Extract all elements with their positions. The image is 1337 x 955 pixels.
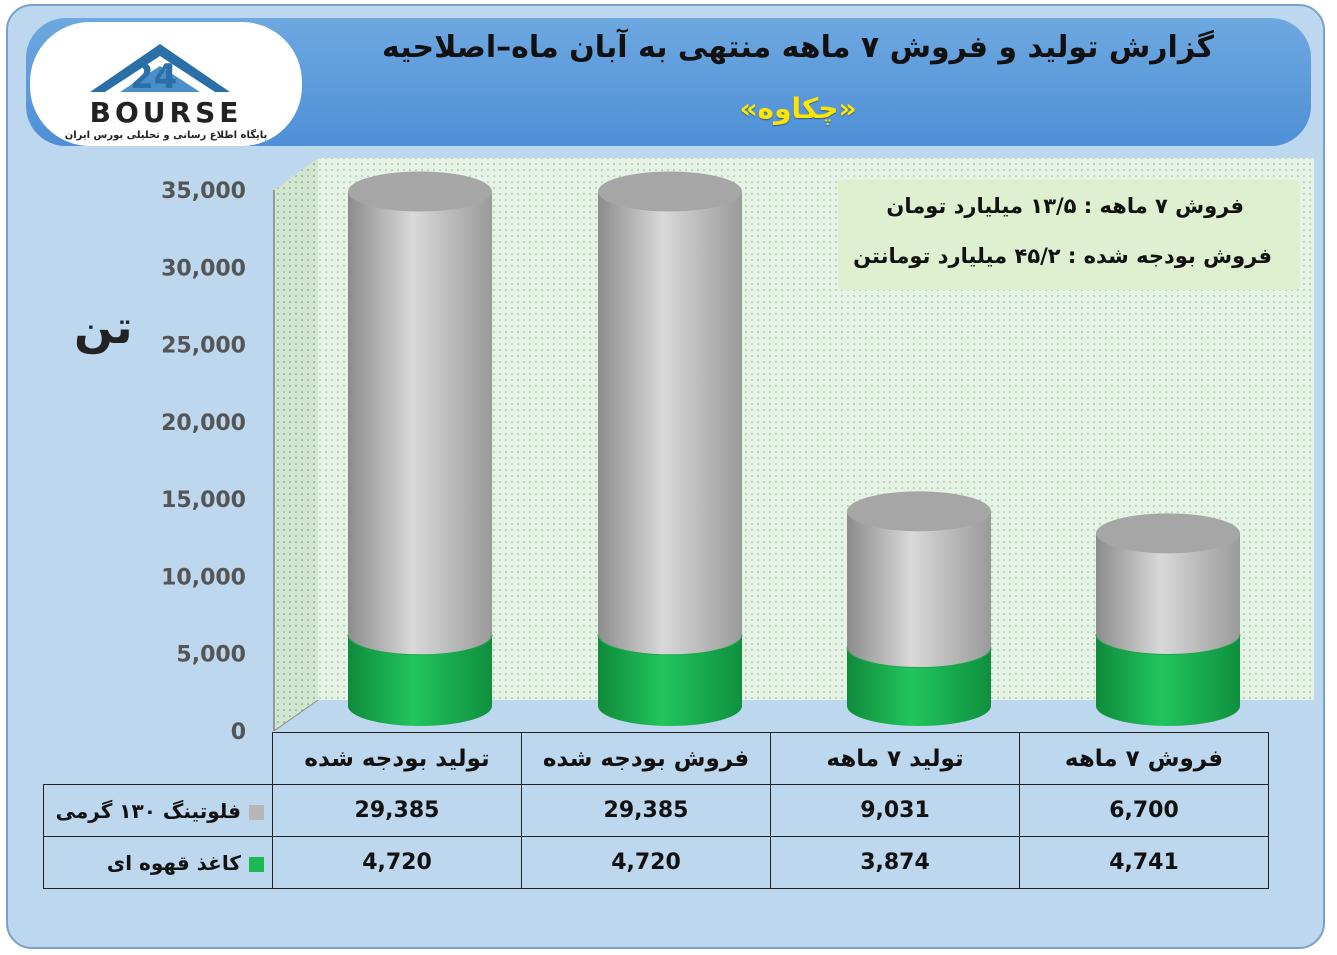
legend-entry-series1: فلوتینگ ۱۳۰ گرمی xyxy=(43,784,273,837)
legend-swatch-gray xyxy=(249,804,264,820)
data-table: تولید بودجه شده فروش بودجه شده تولید ۷ م… xyxy=(43,732,1269,889)
table-header-cell: تولید بودجه شده xyxy=(272,732,522,785)
y-tick-label: 10,000 xyxy=(161,565,246,590)
bar-series1-body xyxy=(598,191,742,655)
table-cell: 29,385 xyxy=(521,784,771,837)
table-header-cell: فروش بودجه شده xyxy=(521,732,771,785)
bar-series1-cap xyxy=(348,171,492,212)
bar-series2-body xyxy=(1096,634,1240,726)
bar-series1 xyxy=(847,491,991,668)
bar-series2-body xyxy=(348,634,492,726)
plot-side-wall xyxy=(274,158,318,731)
logo-tagline: پایگاه اطلاع رسانی و تحلیلی بورس ایران xyxy=(65,128,268,141)
bar-seam xyxy=(597,634,743,656)
y-tick-label: 15,000 xyxy=(161,488,246,513)
bar-series1-cap xyxy=(598,171,742,212)
y-tick-label: 0 xyxy=(231,720,246,745)
table-cell: 4,720 xyxy=(272,836,522,889)
bar-series2-body xyxy=(598,634,742,726)
bar-seam xyxy=(347,634,493,656)
bar-series1-body xyxy=(847,511,991,668)
bar-series1-cap xyxy=(1096,513,1240,554)
chart-title: گزارش تولید و فروش ۷ ماهه منتهی به آبان … xyxy=(382,30,1214,65)
bar-series1 xyxy=(598,171,742,655)
legend-swatch-green xyxy=(249,856,264,872)
y-tick-label: 5,000 xyxy=(176,643,246,668)
bar-series1 xyxy=(1096,513,1240,655)
legend-label: فلوتینگ ۱۳۰ گرمی xyxy=(55,798,241,823)
chart-subtitle: «چکاوه» xyxy=(739,92,857,125)
table-header-row: تولید بودجه شده فروش بودجه شده تولید ۷ م… xyxy=(44,732,1269,785)
table-row: کاغذ قهوه ای 4,720 4,720 3,874 4,741 xyxy=(43,836,1269,889)
table-cell: 29,385 xyxy=(272,784,522,837)
bars xyxy=(347,171,1241,726)
logo: 24 BOURSE پایگاه اطلاع رسانی و تحلیلی بو… xyxy=(30,22,302,146)
bar-series1-body xyxy=(1096,533,1240,655)
table-cell: 4,741 xyxy=(1019,836,1269,889)
info-line-sales: فروش ۷ ماهه : ۱۳/۵ میلیارد تومان xyxy=(886,194,1244,218)
legend-label: کاغذ قهوه ای xyxy=(106,850,241,875)
table-cell: 9,031 xyxy=(770,784,1020,837)
bar-series1 xyxy=(348,171,492,655)
logo-number: 24 xyxy=(130,57,177,97)
info-box: فروش ۷ ماهه : ۱۳/۵ میلیارد تومان فروش بو… xyxy=(838,180,1300,290)
y-tick-label: 25,000 xyxy=(161,334,246,359)
bourse-logo-icon: 24 BOURSE پایگاه اطلاع رسانی و تحلیلی بو… xyxy=(65,44,268,141)
legend-entry-series2: کاغذ قهوه ای xyxy=(43,836,273,889)
table-row: فلوتینگ ۱۳۰ گرمی 29,385 29,385 9,031 6,7… xyxy=(43,784,1269,837)
table-header-cell: تولید ۷ ماهه xyxy=(770,732,1020,785)
bar-series1-cap xyxy=(847,491,991,532)
table-header-cell: فروش ۷ ماهه xyxy=(1019,732,1269,785)
bar-series2-body xyxy=(847,647,991,726)
unit-label: تن xyxy=(74,300,133,354)
bar-seam xyxy=(846,647,992,669)
y-axis: 0 5,000 10,000 15,000 20,000 25,000 30,000 35,0… xyxy=(161,179,246,745)
table-cell: 6,700 xyxy=(1019,784,1269,837)
bar-series1-body xyxy=(348,191,492,655)
floor-edge xyxy=(273,699,319,732)
table-cell: 4,720 xyxy=(521,836,771,889)
y-tick-label: 20,000 xyxy=(161,411,246,436)
info-line-budget: فروش بودجه شده : ۴۵/۲ میلیارد تومانتن xyxy=(853,244,1272,268)
table-cell: 3,874 xyxy=(770,836,1020,889)
y-tick-label: 35,000 xyxy=(161,179,246,204)
table-corner xyxy=(44,733,273,785)
logo-text: BOURSE xyxy=(90,96,243,129)
bar-seam xyxy=(1095,634,1241,655)
y-tick-label: 30,000 xyxy=(161,256,246,281)
